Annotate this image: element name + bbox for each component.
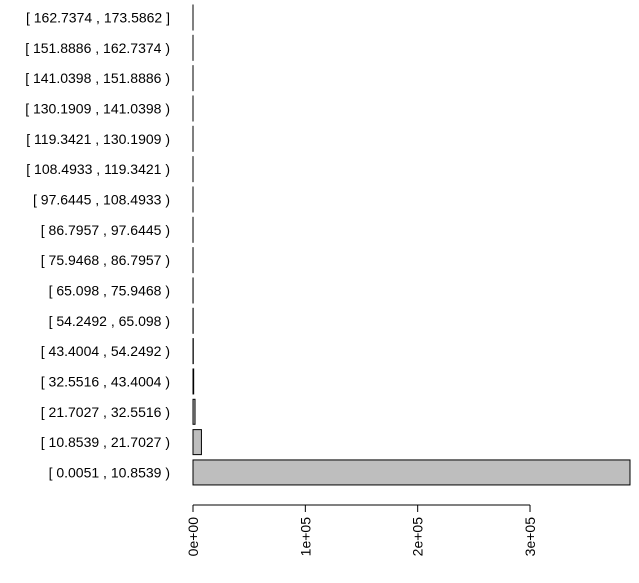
category-label-5: [ 54.2492 , 65.098 ) — [49, 313, 170, 329]
category-label-6: [ 65.098 , 75.9468 ) — [49, 282, 170, 298]
category-label-1: [ 10.8539 , 21.7027 ) — [41, 434, 170, 450]
category-label-7: [ 75.9468 , 86.7957 ) — [41, 252, 170, 268]
x-tick-label-2: 2e+05 — [410, 517, 426, 557]
category-label-8: [ 86.7957 , 97.6445 ) — [41, 222, 170, 238]
bar-3 — [192, 368, 195, 395]
bar-2 — [192, 398, 196, 425]
category-label-13: [ 141.0398 , 151.8886 ) — [25, 70, 170, 86]
bar-0 — [192, 459, 631, 486]
category-label-9: [ 97.6445 , 108.4933 ) — [33, 191, 170, 207]
category-label-0: [ 0.0051 , 10.8539 ) — [49, 464, 170, 480]
category-label-3: [ 32.5516 , 43.4004 ) — [41, 373, 170, 389]
x-tick-label-1: 1e+05 — [297, 517, 313, 557]
category-label-11: [ 119.3421 , 130.1909 ) — [26, 131, 170, 147]
category-label-2: [ 21.7027 , 32.5516 ) — [41, 404, 170, 420]
category-label-15: [ 162.7374 , 173.5862 ] — [26, 10, 170, 26]
category-label-4: [ 43.4004 , 54.2492 ) — [41, 343, 170, 359]
category-labels: [ 0.0051 , 10.8539 ) [ 10.8539 , 21.7027 … — [25, 10, 170, 481]
bars — [192, 4, 631, 486]
x-axis: 0e+00 1e+05 2e+05 3e+05 — [185, 504, 538, 557]
category-label-12: [ 130.1909 , 141.0398 ) — [25, 100, 170, 116]
x-tick-label-0: 0e+00 — [185, 517, 201, 557]
bar-1 — [192, 429, 202, 456]
category-label-10: [ 108.4933 , 119.3421 ) — [26, 161, 170, 177]
x-tick-label-3: 3e+05 — [522, 517, 538, 557]
category-label-14: [ 151.8886 , 162.7374 ) — [25, 40, 170, 56]
